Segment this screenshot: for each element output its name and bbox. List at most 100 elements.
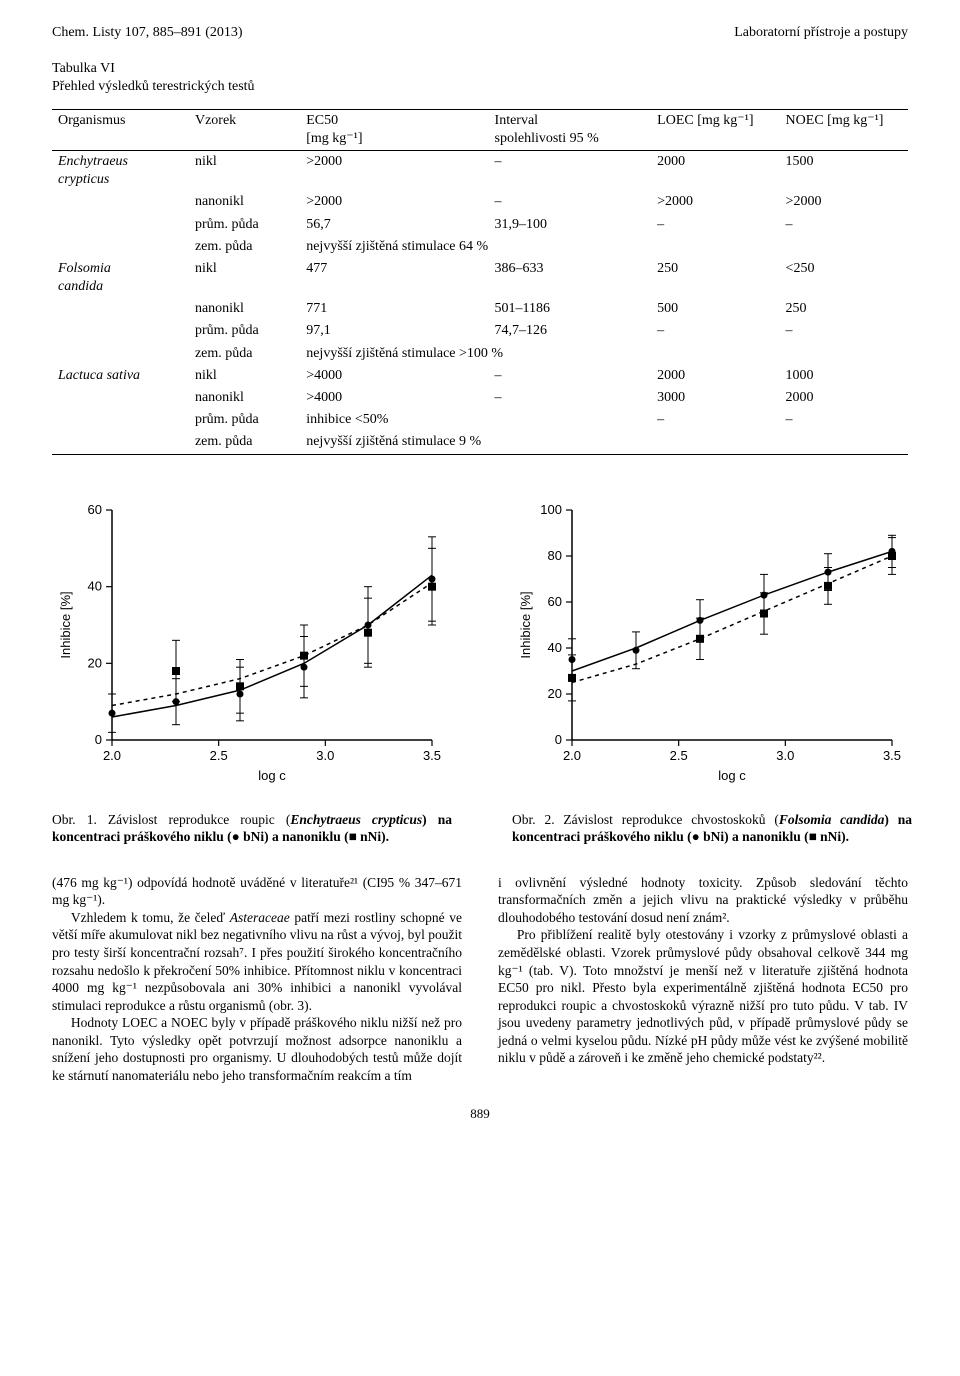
cell-ec: >2000 <box>300 191 488 213</box>
cell-int: – <box>489 365 652 387</box>
cell-vz: zem. půda <box>189 343 300 365</box>
chart-2: 0 20 40 60 80 100 2.0 2.5 3.0 3.5 log c Inhibice [%… <box>512 495 912 785</box>
cell-loec: 3000 <box>651 387 779 409</box>
cell-vz: nanonikl <box>189 191 300 213</box>
th-ec50: EC50 [mg kg⁻¹] <box>300 109 488 150</box>
italic-term: Asteraceae <box>230 910 290 925</box>
paragraph: (476 mg kg⁻¹) odpovídá hodnotě uváděné v… <box>52 874 462 909</box>
cell-vz: prům. půda <box>189 320 300 342</box>
cell-loec: – <box>651 320 779 342</box>
svg-text:3.5: 3.5 <box>423 748 441 763</box>
table-row: prům. půdainhibice <50%–– <box>52 409 908 431</box>
cell-int: 74,7–126 <box>489 320 652 342</box>
svg-text:Inhibice [%]: Inhibice [%] <box>518 591 533 658</box>
th-ec50-line1: EC50 <box>306 113 338 128</box>
cell-loec: 250 <box>651 258 779 298</box>
cell-ec: nejvyšší zjištěná stimulace >100 % <box>300 343 908 365</box>
svg-text:3.5: 3.5 <box>883 748 901 763</box>
cell-ec: nejvyšší zjištěná stimulace 64 % <box>300 236 908 258</box>
th-int-line2: spolehlivosti 95 % <box>495 131 599 146</box>
paragraph: i ovlivnění výsledné hodnoty toxicity. Z… <box>498 874 908 927</box>
body-right: i ovlivnění výsledné hodnoty toxicity. Z… <box>498 874 908 1085</box>
paragraph: Vzhledem k tomu, že čeleď Asteraceae pat… <box>52 909 462 1014</box>
cell-int: – <box>489 191 652 213</box>
svg-text:2.0: 2.0 <box>103 748 121 763</box>
svg-text:2.5: 2.5 <box>670 748 688 763</box>
cell-noec: – <box>780 214 908 236</box>
cell-loec: >2000 <box>651 191 779 213</box>
cell-vz: nanonikl <box>189 387 300 409</box>
table-title: Tabulka VI Přehled výsledků terestrickýc… <box>52 60 908 96</box>
cell-org: Lactuca sativa <box>52 365 189 387</box>
page-number: 889 <box>52 1106 908 1123</box>
svg-text:log c: log c <box>258 768 286 783</box>
cell-vz: nikl <box>189 258 300 298</box>
th-organismus: Organismus <box>52 109 189 150</box>
table-row: Enchytraeus crypticusnikl>2000–20001500 <box>52 150 908 191</box>
table-row: zem. půdanejvyšší zjištěná stimulace 64 … <box>52 236 908 258</box>
caption1-pre: Obr. 1. Závislost reprodukce roupic ( <box>52 812 290 827</box>
table-row: prům. půda97,174,7–126–– <box>52 320 908 342</box>
cell-int: 31,9–100 <box>489 214 652 236</box>
table-header-row: Organismus Vzorek EC50 [mg kg⁻¹] Interva… <box>52 109 908 150</box>
svg-text:2.0: 2.0 <box>563 748 581 763</box>
cell-loec: – <box>651 409 779 431</box>
header-right: Laboratorní přístroje a postupy <box>734 24 908 42</box>
th-vzorek: Vzorek <box>189 109 300 150</box>
paragraph: Hodnoty LOEC a NOEC byly v případě prášk… <box>52 1014 462 1084</box>
svg-text:0: 0 <box>555 732 562 747</box>
cell-ec: inhibice <50% <box>300 409 651 431</box>
svg-text:3.0: 3.0 <box>776 748 794 763</box>
th-loec: LOEC [mg kg⁻¹] <box>651 109 779 150</box>
cell-loec: 2000 <box>651 365 779 387</box>
cell-noec: 1500 <box>780 150 908 191</box>
svg-text:60: 60 <box>548 594 562 609</box>
th-int-line1: Interval <box>495 113 539 128</box>
chart-1-wrap: 02040602.02.53.03.5log cInhibice [%] Obr… <box>52 495 452 846</box>
cell-noec: 2000 <box>780 387 908 409</box>
table-row: zem. půdanejvyšší zjištěná stimulace 9 % <box>52 431 908 454</box>
cell-noec: – <box>780 320 908 342</box>
svg-text:20: 20 <box>88 655 102 670</box>
th-ec50-line2: [mg kg⁻¹] <box>306 131 362 146</box>
svg-text:log c: log c <box>718 768 746 783</box>
svg-text:Inhibice [%]: Inhibice [%] <box>58 591 73 658</box>
cell-int: – <box>489 150 652 191</box>
cell-noec: <250 <box>780 258 908 298</box>
cell-org <box>52 214 189 236</box>
cell-org <box>52 320 189 342</box>
caption1-italic: Enchytraeus crypticus <box>290 812 422 827</box>
table-row: nanonikl771501–1186500250 <box>52 298 908 320</box>
cell-vz: zem. půda <box>189 431 300 454</box>
cell-loec: 2000 <box>651 150 779 191</box>
cell-ec: >4000 <box>300 387 488 409</box>
table-title-line2: Přehled výsledků terestrických testů <box>52 78 908 96</box>
cell-int: 386–633 <box>489 258 652 298</box>
svg-text:20: 20 <box>548 686 562 701</box>
charts-row: 0 20 40 60 2.0 2.5 3.0 3.5 log c Inhibice [%] Obr… <box>52 495 908 846</box>
cell-noec: 250 <box>780 298 908 320</box>
cell-loec: – <box>651 214 779 236</box>
cell-ec: 97,1 <box>300 320 488 342</box>
svg-text:60: 60 <box>88 502 102 517</box>
svg-text:40: 40 <box>88 578 102 593</box>
cell-org <box>52 409 189 431</box>
cell-vz: prům. půda <box>189 409 300 431</box>
table-row: nanonikl>2000–>2000>2000 <box>52 191 908 213</box>
svg-text:2.5: 2.5 <box>210 748 228 763</box>
cell-org <box>52 191 189 213</box>
cell-org <box>52 298 189 320</box>
cell-vz: zem. půda <box>189 236 300 258</box>
cell-org <box>52 431 189 454</box>
cell-vz: nanonikl <box>189 298 300 320</box>
svg-text:100: 100 <box>540 502 562 517</box>
svg-text:40: 40 <box>548 640 562 655</box>
body-left: (476 mg kg⁻¹) odpovídá hodnotě uváděné v… <box>52 874 462 1085</box>
cell-org: Folsomia candida <box>52 258 189 298</box>
svg-text:80: 80 <box>548 548 562 563</box>
th-noec: NOEC [mg kg⁻¹] <box>780 109 908 150</box>
chart-2-wrap: 0 20 40 60 80 100 2.0 2.5 3.0 3.5 log c Inhibice [%… <box>512 495 912 846</box>
cell-ec: 56,7 <box>300 214 488 236</box>
cell-ec: 477 <box>300 258 488 298</box>
cell-vz: prům. půda <box>189 214 300 236</box>
